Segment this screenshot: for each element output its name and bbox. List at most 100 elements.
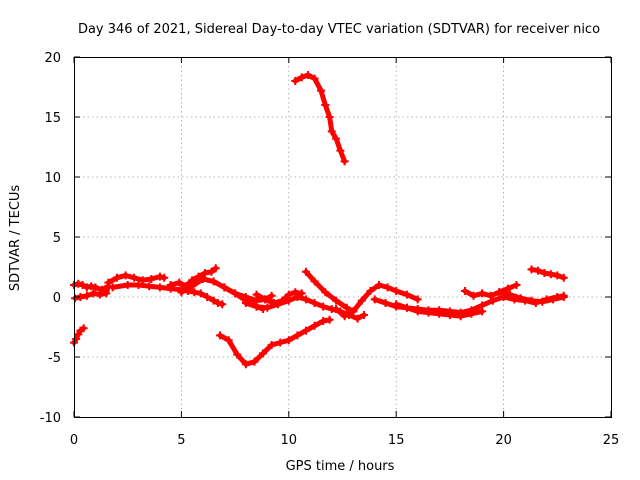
series-arc-18 xyxy=(527,265,568,282)
data-point xyxy=(220,283,229,292)
data-point xyxy=(291,77,300,85)
data-point xyxy=(201,269,210,277)
data-point xyxy=(478,307,487,316)
data-point xyxy=(102,289,111,298)
series-arc-1 xyxy=(70,324,88,347)
y-tick-label: 10 xyxy=(44,171,61,186)
data-point xyxy=(211,264,220,273)
data-point xyxy=(321,288,330,297)
data-point xyxy=(495,288,504,297)
data-point xyxy=(78,281,87,289)
series-arc-3 xyxy=(104,271,169,287)
data-point xyxy=(327,127,336,136)
data-point xyxy=(267,291,276,300)
data-point xyxy=(310,74,319,83)
x-tick-label: 15 xyxy=(388,433,405,448)
data-point xyxy=(317,86,326,95)
data-point xyxy=(79,324,88,333)
data-point xyxy=(112,273,121,282)
data-point xyxy=(546,270,555,279)
data-markers xyxy=(70,71,568,369)
data-point xyxy=(91,283,100,292)
data-point xyxy=(469,291,478,300)
y-tick-label: 20 xyxy=(44,51,61,66)
data-point xyxy=(138,276,147,285)
data-point xyxy=(293,293,302,301)
data-point xyxy=(357,296,366,305)
data-point xyxy=(370,295,379,304)
data-point xyxy=(325,315,334,324)
series-trace xyxy=(333,282,421,319)
data-point xyxy=(304,71,313,79)
data-point xyxy=(310,277,319,286)
data-point xyxy=(71,294,80,303)
data-point xyxy=(413,307,422,316)
data-point xyxy=(392,300,401,309)
data-point xyxy=(175,278,184,287)
data-point xyxy=(402,290,411,299)
data-point xyxy=(310,299,319,307)
data-point xyxy=(97,285,106,294)
series-arc-11 xyxy=(216,315,334,369)
data-point xyxy=(121,271,130,280)
data-point xyxy=(155,272,164,281)
data-point xyxy=(196,289,205,298)
data-point xyxy=(533,266,542,275)
data-point xyxy=(319,317,328,325)
data-point xyxy=(559,293,568,301)
y-tick-label: 0 xyxy=(53,291,61,306)
gridlines xyxy=(74,57,611,417)
x-axis-label: GPS time / hours xyxy=(286,459,395,474)
data-point xyxy=(209,277,218,286)
chart-title: Day 346 of 2021, Sidereal Day-to-day VTE… xyxy=(78,22,600,37)
data-point xyxy=(74,279,83,288)
data-point xyxy=(310,321,319,330)
data-point xyxy=(516,294,525,303)
data-point xyxy=(284,296,293,305)
x-tick-label: 5 xyxy=(177,433,185,448)
x-tick-label: 10 xyxy=(281,433,298,448)
data-point xyxy=(467,309,476,318)
data-point xyxy=(267,341,276,349)
data-point xyxy=(259,349,268,358)
data-point xyxy=(155,283,164,292)
data-point xyxy=(130,273,139,282)
data-point xyxy=(291,288,300,297)
data-point xyxy=(460,287,469,295)
series-arc-12 xyxy=(291,71,349,166)
data-point xyxy=(274,300,283,309)
data-point xyxy=(503,284,512,293)
data-point xyxy=(325,113,334,121)
data-point xyxy=(72,335,81,343)
data-point xyxy=(336,146,345,155)
data-point xyxy=(231,289,240,298)
axis-ticks: 0 5 10 15 20 25 -10 -5 0 5 10 15 20 xyxy=(40,51,620,448)
data-point xyxy=(233,350,242,359)
data-point xyxy=(95,290,104,299)
data-point xyxy=(82,283,91,292)
data-point xyxy=(203,293,212,301)
data-point xyxy=(332,134,341,143)
data-point xyxy=(512,281,521,289)
data-point xyxy=(538,297,547,306)
data-point xyxy=(108,283,117,292)
y-tick-label: 5 xyxy=(53,231,61,246)
data-point xyxy=(435,309,444,318)
data-point xyxy=(297,73,306,82)
plot-frame xyxy=(74,57,612,418)
data-point xyxy=(549,295,558,304)
data-point xyxy=(261,295,270,304)
data-point xyxy=(456,312,465,321)
data-point xyxy=(413,295,422,304)
data-point xyxy=(104,278,113,287)
series-arc-17 xyxy=(495,288,568,306)
data-point xyxy=(123,281,132,289)
data-point xyxy=(366,287,375,295)
series-arc-10 xyxy=(301,267,358,316)
data-point xyxy=(319,302,328,311)
data-point xyxy=(445,311,454,319)
data-point xyxy=(359,311,368,319)
x-tick-label: 25 xyxy=(603,433,620,448)
data-point xyxy=(375,281,384,289)
x-tick-label: 0 xyxy=(70,433,78,448)
